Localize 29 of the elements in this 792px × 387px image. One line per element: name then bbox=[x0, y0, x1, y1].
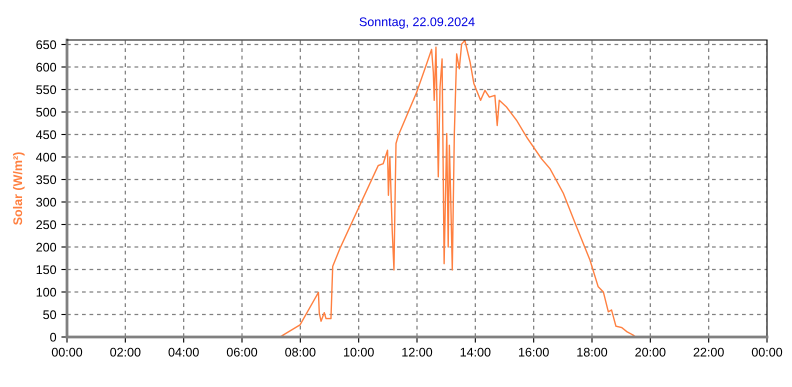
y-tick-label: 150 bbox=[36, 265, 56, 274]
x-tick-label: 20:00 bbox=[635, 348, 666, 357]
y-tick-label: 50 bbox=[43, 310, 56, 320]
x-tick-label: 00:00 bbox=[752, 348, 782, 357]
x-tick-label: 02:00 bbox=[110, 348, 140, 357]
y-tick-label: 500 bbox=[36, 108, 56, 117]
x-tick-label: 00:00 bbox=[52, 348, 82, 357]
x-tick-label: 04:00 bbox=[168, 348, 199, 357]
y-tick-label: 100 bbox=[36, 288, 56, 297]
x-tick-label: 08:00 bbox=[285, 348, 316, 357]
y-tick-label: 550 bbox=[36, 85, 56, 94]
x-tick-label: 12:00 bbox=[402, 348, 432, 357]
y-tick-label: 400 bbox=[36, 152, 56, 162]
x-tick-label: 22:00 bbox=[694, 348, 724, 357]
x-tick-label: 16:00 bbox=[518, 348, 549, 357]
x-tick-label: 10:00 bbox=[344, 348, 374, 357]
x-tick-label: 06:00 bbox=[226, 348, 258, 357]
y-tick-label: 600 bbox=[36, 62, 56, 72]
x-tick-label: 18:00 bbox=[577, 348, 608, 357]
y-tick-label: 250 bbox=[36, 220, 56, 230]
x-tick-label: 14:00 bbox=[460, 348, 490, 357]
y-tick-label: 450 bbox=[36, 130, 56, 140]
y-axis-title: Solar (W/m²) bbox=[12, 152, 25, 225]
chart-title: Sonntag, 22.09.2024 bbox=[360, 17, 475, 29]
y-tick-label: 0 bbox=[50, 332, 56, 342]
y-tick-label: 650 bbox=[36, 40, 56, 50]
y-tick-label: 300 bbox=[36, 198, 56, 207]
y-tick-label: 350 bbox=[36, 175, 56, 184]
y-tick-label: 200 bbox=[36, 242, 56, 252]
